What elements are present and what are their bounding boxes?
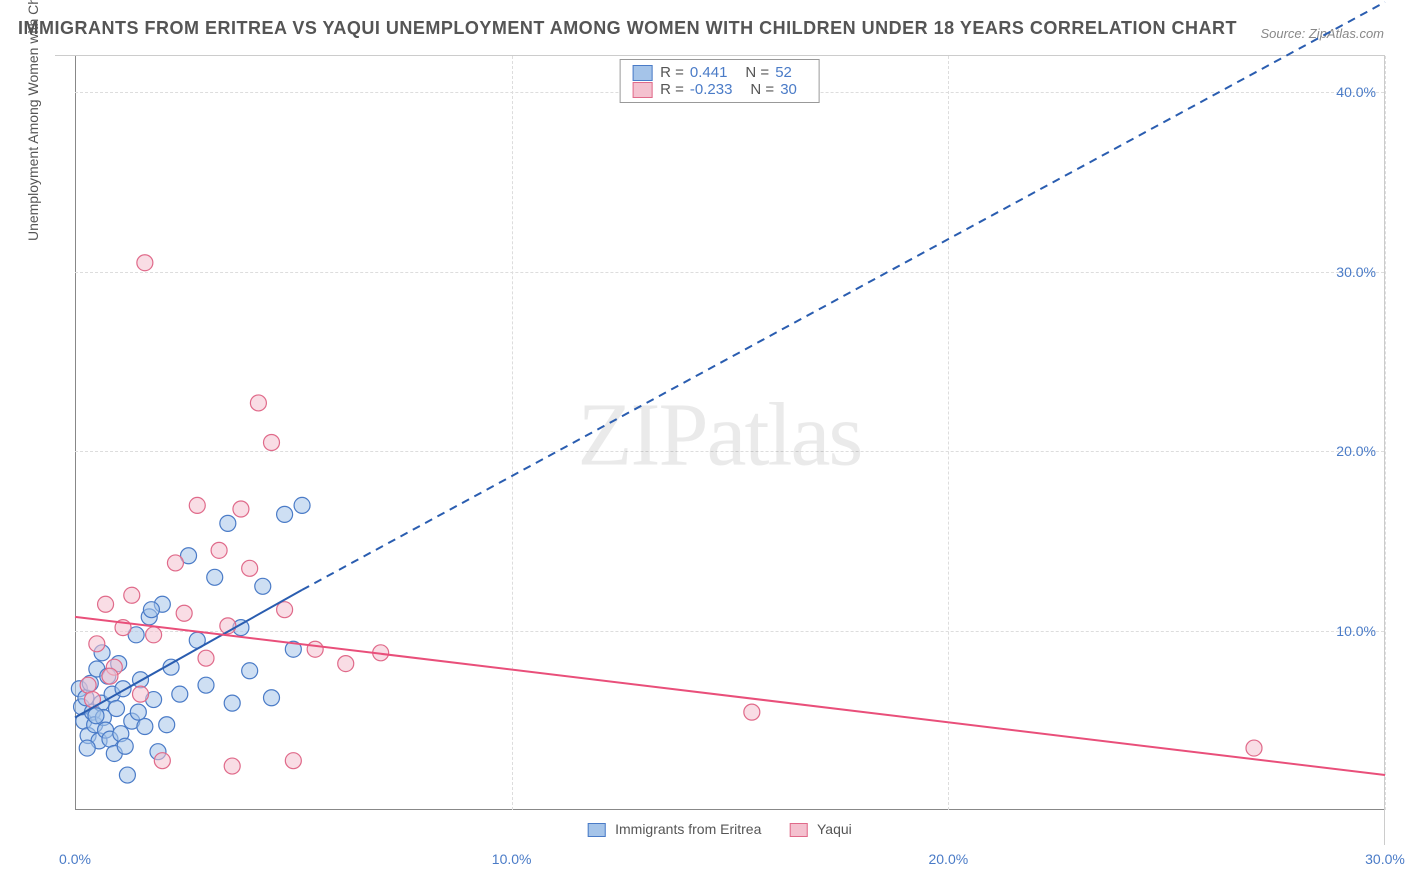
- scatter-point: [167, 555, 183, 571]
- scatter-point: [277, 506, 293, 522]
- scatter-point: [176, 605, 192, 621]
- scatter-point: [224, 695, 240, 711]
- scatter-point: [117, 738, 133, 754]
- scatter-point: [130, 704, 146, 720]
- gridline-v: [1385, 56, 1386, 810]
- scatter-point: [137, 719, 153, 735]
- scatter-point: [744, 704, 760, 720]
- trend-line-extrapolated: [302, 2, 1385, 590]
- scatter-point: [98, 596, 114, 612]
- legend-swatch-icon: [587, 823, 605, 837]
- scatter-point: [285, 753, 301, 769]
- scatter-point: [242, 663, 258, 679]
- y-axis-title: Unemployment Among Women with Children U…: [25, 0, 41, 241]
- x-tick-label: 10.0%: [492, 851, 532, 867]
- scatter-point: [108, 701, 124, 717]
- legend-n-label: N =: [745, 64, 769, 81]
- chart-container: IMMIGRANTS FROM ERITREA VS YAQUI UNEMPLO…: [0, 0, 1406, 892]
- legend-n-label: N =: [750, 81, 774, 98]
- scatter-point: [1246, 740, 1262, 756]
- scatter-point: [143, 602, 159, 618]
- scatter-point: [102, 668, 118, 684]
- scatter-point: [172, 686, 188, 702]
- scatter-point: [198, 677, 214, 693]
- chart-title: IMMIGRANTS FROM ERITREA VS YAQUI UNEMPLO…: [18, 18, 1237, 39]
- plot-area: ZIPatlas R = 0.441 N = 52 R = -0.233 N =…: [55, 55, 1385, 845]
- correlation-legend-row: R = 0.441 N = 52: [632, 64, 807, 81]
- legend-r-value: -0.233: [690, 81, 733, 98]
- scatter-point: [220, 515, 236, 531]
- scatter-point: [137, 255, 153, 271]
- scatter-point: [242, 560, 258, 576]
- scatter-point: [146, 627, 162, 643]
- scatter-point: [198, 650, 214, 666]
- y-tick-label: 10.0%: [1336, 623, 1376, 639]
- x-tick-label: 30.0%: [1365, 851, 1405, 867]
- scatter-point: [264, 690, 280, 706]
- scatter-point: [124, 587, 140, 603]
- y-tick-label: 20.0%: [1336, 443, 1376, 459]
- scatter-point: [277, 602, 293, 618]
- scatter-point: [233, 501, 249, 517]
- scatter-point: [154, 753, 170, 769]
- scatter-point: [88, 708, 104, 724]
- legend-swatch-icon: [632, 82, 652, 98]
- scatter-point: [189, 497, 205, 513]
- legend-series-name: Yaqui: [817, 821, 852, 837]
- scatter-point: [89, 636, 105, 652]
- legend-swatch-icon: [789, 823, 807, 837]
- scatter-point: [207, 569, 223, 585]
- y-tick-label: 30.0%: [1336, 264, 1376, 280]
- legend-r-label: R =: [660, 64, 684, 81]
- correlation-legend-row: R = -0.233 N = 30: [632, 81, 807, 98]
- scatter-point: [255, 578, 271, 594]
- legend-item: Immigrants from Eritrea: [587, 821, 761, 837]
- scatter-point: [307, 641, 323, 657]
- series-legend: Immigrants from Eritrea Yaqui: [587, 821, 852, 837]
- legend-swatch-icon: [632, 65, 652, 81]
- x-tick-label: 20.0%: [928, 851, 968, 867]
- scatter-point: [211, 542, 227, 558]
- scatter-point: [294, 497, 310, 513]
- scatter-point: [224, 758, 240, 774]
- legend-r-label: R =: [660, 81, 684, 98]
- correlation-legend: R = 0.441 N = 52 R = -0.233 N = 30: [619, 59, 820, 103]
- scatter-point: [119, 767, 135, 783]
- scatter-point: [133, 686, 149, 702]
- scatter-point: [79, 740, 95, 756]
- legend-r-value: 0.441: [690, 64, 728, 81]
- source-attribution: Source: ZipAtlas.com: [1260, 26, 1384, 41]
- x-tick-label: 0.0%: [59, 851, 91, 867]
- legend-series-name: Immigrants from Eritrea: [615, 821, 761, 837]
- scatter-point: [338, 656, 354, 672]
- scatter-point: [264, 434, 280, 450]
- scatter-point: [159, 717, 175, 733]
- legend-item: Yaqui: [789, 821, 851, 837]
- scatter-plot-svg: [75, 56, 1385, 811]
- legend-n-value: 52: [775, 64, 792, 81]
- scatter-point: [80, 677, 96, 693]
- y-tick-label: 40.0%: [1336, 84, 1376, 100]
- legend-n-value: 30: [780, 81, 797, 98]
- scatter-point: [250, 395, 266, 411]
